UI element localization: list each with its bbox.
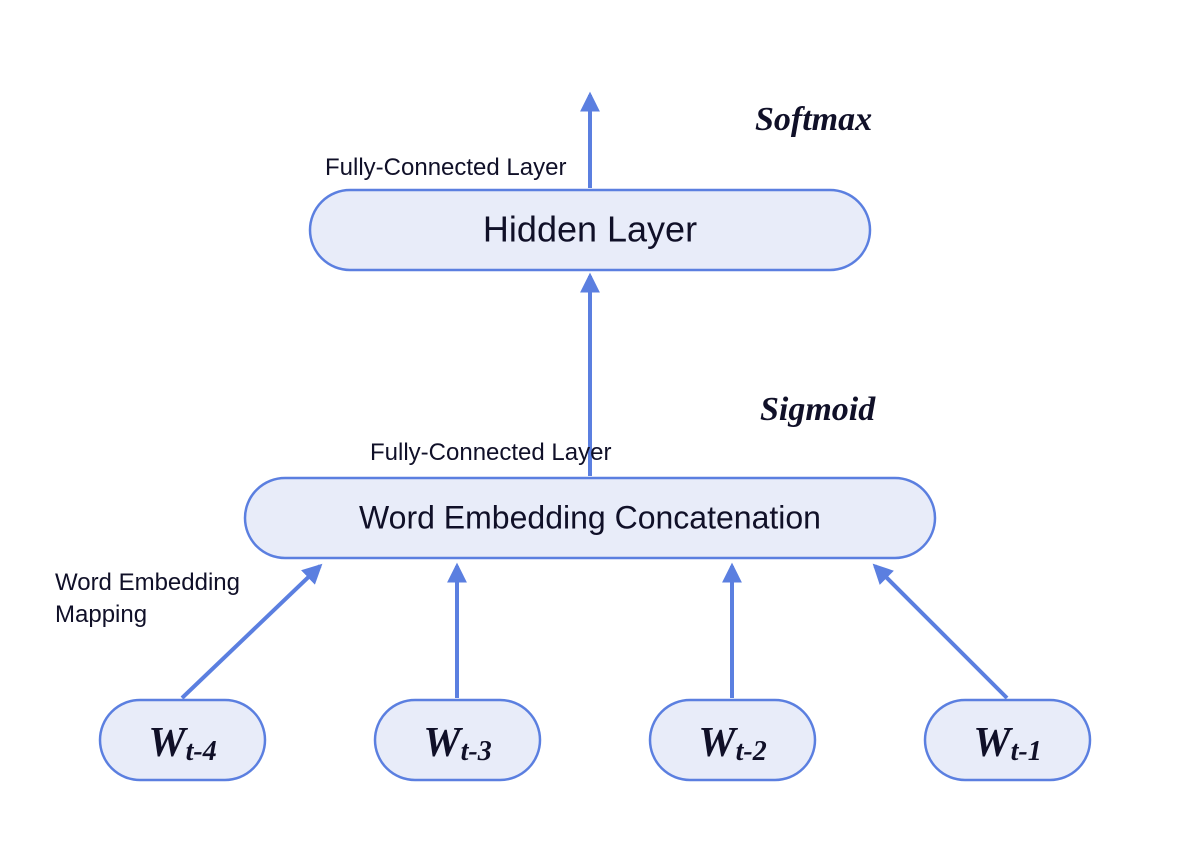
fc-label-2: Fully-Connected Layer [370, 439, 611, 466]
word-embedding-mapping-label-2: Mapping [55, 601, 147, 628]
sigmoid-label: Sigmoid [760, 391, 876, 428]
input-label-sub-w1: t-1 [1011, 736, 1042, 767]
softmax-label: Softmax [755, 101, 872, 138]
input-label-base-w2: W [698, 720, 738, 766]
input-label-base-w4: W [148, 720, 188, 766]
input-label-sub-w3: t-3 [461, 736, 492, 767]
input-label-base-w3: W [423, 720, 463, 766]
word-embedding-mapping-label-1: Word Embedding [55, 569, 240, 596]
concat-label: Word Embedding Concatenation [359, 499, 821, 535]
input-label-base-w1: W [973, 720, 1013, 766]
hidden-layer-label: Hidden Layer [483, 209, 697, 250]
input-label-sub-w2: t-2 [736, 736, 767, 767]
fc-label-1: Fully-Connected Layer [325, 154, 566, 181]
input-label-sub-w4: t-4 [186, 736, 217, 767]
